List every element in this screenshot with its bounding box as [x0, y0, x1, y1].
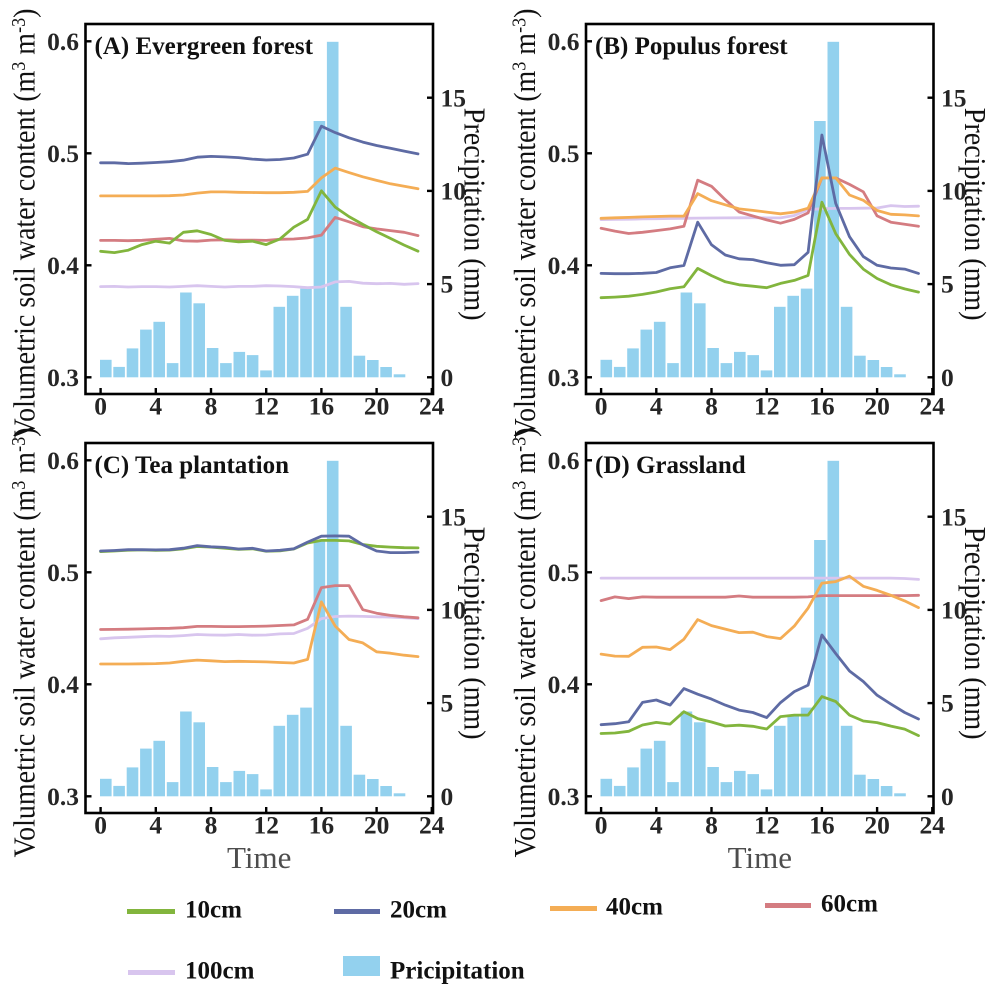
svg-text:20: 20 [364, 392, 390, 421]
svg-text:Volumetric soil water content: Volumetric soil water content (m3 m-3) [8, 9, 42, 439]
svg-text:Volumetric soil water content: Volumetric soil water content (m3 m-3) [509, 9, 543, 439]
svg-text:0.4: 0.4 [47, 251, 79, 280]
svg-text:20: 20 [864, 811, 890, 840]
svg-text:16: 16 [809, 811, 835, 840]
svg-text:Time: Time [728, 840, 792, 875]
svg-text:Precipitation (mm): Precipitation (mm) [457, 527, 491, 740]
svg-text:12: 12 [754, 392, 780, 421]
svg-text:0.3: 0.3 [548, 363, 580, 392]
svg-text:5: 5 [941, 689, 954, 718]
svg-text:15: 15 [941, 502, 967, 531]
svg-text:Volumetric soil water content: Volumetric soil water content (m3 m-3) [509, 428, 543, 858]
svg-text:(C) Tea plantation: (C) Tea plantation [95, 452, 290, 479]
svg-text:0.5: 0.5 [548, 139, 580, 168]
svg-text:8: 8 [705, 392, 718, 421]
svg-text:0.5: 0.5 [47, 139, 79, 168]
svg-text:0.6: 0.6 [47, 27, 79, 56]
svg-text:4: 4 [650, 811, 663, 840]
svg-text:0.3: 0.3 [548, 782, 580, 811]
svg-text:0: 0 [595, 392, 608, 421]
svg-text:(B) Populus forest: (B) Populus forest [595, 33, 788, 60]
svg-text:4: 4 [149, 811, 162, 840]
svg-text:0: 0 [941, 363, 954, 392]
svg-text:Volumetric soil water content: Volumetric soil water content (m3 m-3) [8, 428, 42, 858]
svg-text:15: 15 [941, 83, 967, 112]
svg-text:0.6: 0.6 [548, 27, 580, 56]
svg-text:5: 5 [941, 270, 954, 299]
svg-text:0.4: 0.4 [548, 251, 580, 280]
svg-text:10: 10 [441, 596, 467, 625]
svg-text:15: 15 [441, 83, 467, 112]
svg-text:8: 8 [205, 811, 218, 840]
svg-text:0: 0 [441, 363, 454, 392]
svg-text:0.4: 0.4 [548, 670, 580, 699]
svg-text:10: 10 [941, 596, 967, 625]
svg-text:5: 5 [441, 689, 454, 718]
svg-text:20cm: 20cm [390, 897, 447, 924]
svg-text:5: 5 [441, 270, 454, 299]
svg-text:Pricipitation: Pricipitation [390, 958, 525, 985]
svg-text:60cm: 60cm [821, 891, 878, 918]
svg-text:0.4: 0.4 [47, 670, 79, 699]
svg-text:24: 24 [419, 811, 445, 840]
svg-text:40cm: 40cm [606, 894, 663, 921]
svg-text:0.3: 0.3 [47, 363, 79, 392]
svg-text:0.5: 0.5 [548, 558, 580, 587]
svg-text:0.6: 0.6 [548, 446, 580, 475]
svg-text:20: 20 [364, 811, 390, 840]
svg-text:20: 20 [864, 392, 890, 421]
svg-text:Precipitation (mm): Precipitation (mm) [457, 108, 491, 321]
svg-text:4: 4 [650, 392, 663, 421]
svg-text:0.5: 0.5 [47, 558, 79, 587]
svg-text:24: 24 [419, 392, 445, 421]
svg-text:0.3: 0.3 [47, 782, 79, 811]
svg-text:(A) Evergreen forest: (A) Evergreen forest [95, 33, 314, 60]
svg-text:(D) Grassland: (D) Grassland [595, 452, 746, 479]
svg-text:8: 8 [705, 811, 718, 840]
svg-text:0: 0 [94, 811, 107, 840]
svg-text:0: 0 [441, 782, 454, 811]
svg-text:100cm: 100cm [185, 958, 255, 985]
svg-text:16: 16 [309, 392, 335, 421]
svg-text:12: 12 [253, 392, 279, 421]
svg-text:0: 0 [94, 392, 107, 421]
svg-text:Time: Time [227, 840, 291, 875]
svg-text:10: 10 [941, 177, 967, 206]
svg-text:0.6: 0.6 [47, 446, 79, 475]
svg-text:0: 0 [941, 782, 954, 811]
svg-text:24: 24 [920, 811, 946, 840]
svg-text:16: 16 [309, 811, 335, 840]
svg-text:12: 12 [253, 811, 279, 840]
svg-text:Precipitation (mm): Precipitation (mm) [958, 108, 992, 321]
svg-text:15: 15 [441, 502, 467, 531]
svg-text:10: 10 [441, 177, 467, 206]
svg-text:8: 8 [205, 392, 218, 421]
svg-text:4: 4 [149, 392, 162, 421]
svg-text:16: 16 [809, 392, 835, 421]
svg-text:Precipitation (mm): Precipitation (mm) [958, 527, 992, 740]
svg-text:10cm: 10cm [185, 897, 242, 924]
svg-text:24: 24 [920, 392, 946, 421]
svg-text:12: 12 [754, 811, 780, 840]
svg-text:0: 0 [595, 811, 608, 840]
